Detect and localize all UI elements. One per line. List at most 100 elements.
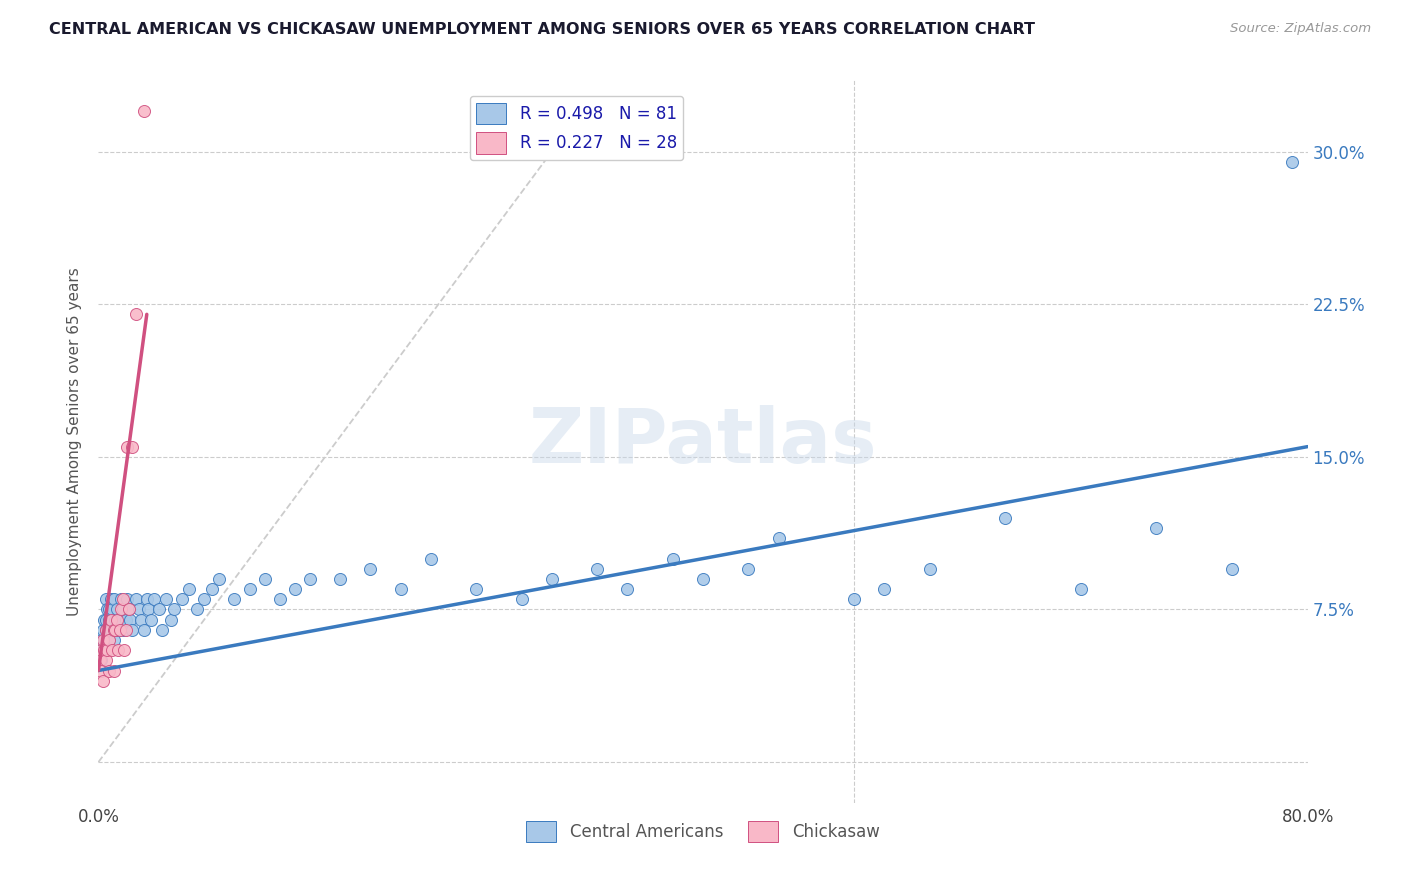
Point: [586, 562, 609, 576]
Point: [103, 592, 125, 607]
Point: [125, 592, 148, 607]
Point: [329, 572, 352, 586]
Point: [269, 592, 291, 607]
Point: [128, 602, 150, 616]
Point: [89, 653, 111, 667]
Point: [90, 643, 112, 657]
Point: [93, 632, 115, 647]
Point: [105, 623, 128, 637]
Point: [737, 562, 759, 576]
Point: [121, 440, 143, 454]
Point: [873, 582, 896, 596]
Point: [104, 623, 127, 637]
Point: [118, 602, 141, 616]
Point: [132, 623, 155, 637]
Point: [96, 643, 118, 657]
Point: [360, 562, 382, 576]
Point: [101, 613, 124, 627]
Point: [193, 592, 215, 607]
Point: [129, 613, 152, 627]
Point: [136, 602, 159, 616]
Point: [170, 592, 193, 607]
Point: [768, 531, 790, 545]
Point: [299, 572, 322, 586]
Point: [179, 582, 201, 596]
Point: [155, 592, 177, 607]
Point: [108, 623, 131, 637]
Point: [94, 623, 117, 637]
Point: [93, 613, 115, 627]
Point: [112, 623, 135, 637]
Point: [661, 551, 683, 566]
Point: [1070, 582, 1092, 596]
Point: [91, 632, 114, 647]
Point: [114, 613, 136, 627]
Point: [94, 623, 117, 637]
Point: [96, 623, 118, 637]
Point: [510, 592, 533, 607]
Point: [107, 643, 129, 657]
Point: [111, 602, 134, 616]
Text: CENTRAL AMERICAN VS CHICKASAW UNEMPLOYMENT AMONG SENIORS OVER 65 YEARS CORRELATI: CENTRAL AMERICAN VS CHICKASAW UNEMPLOYME…: [49, 22, 1035, 37]
Point: [100, 623, 122, 637]
Point: [1281, 154, 1303, 169]
Point: [103, 623, 125, 637]
Text: ZIPatlas: ZIPatlas: [529, 405, 877, 478]
Point: [208, 572, 231, 586]
Point: [94, 653, 117, 667]
Point: [918, 562, 941, 576]
Point: [98, 632, 121, 647]
Point: [150, 623, 173, 637]
Point: [420, 551, 443, 566]
Point: [103, 632, 125, 647]
Point: [135, 592, 157, 607]
Point: [103, 664, 125, 678]
Point: [90, 653, 112, 667]
Point: [143, 592, 166, 607]
Point: [96, 602, 118, 616]
Point: [101, 643, 124, 657]
Point: [994, 511, 1017, 525]
Point: [114, 623, 136, 637]
Point: [93, 643, 115, 657]
Point: [1144, 521, 1167, 535]
Point: [105, 602, 128, 616]
Point: [121, 623, 143, 637]
Point: [148, 602, 170, 616]
Point: [284, 582, 307, 596]
Point: [90, 632, 112, 647]
Point: [224, 592, 246, 607]
Y-axis label: Unemployment Among Seniors over 65 years: Unemployment Among Seniors over 65 years: [67, 268, 83, 615]
Point: [101, 602, 124, 616]
Point: [465, 582, 488, 596]
Point: [1220, 562, 1243, 576]
Point: [141, 613, 163, 627]
Point: [125, 307, 148, 321]
Point: [100, 592, 122, 607]
Point: [110, 613, 132, 627]
Point: [112, 643, 135, 657]
Point: [115, 440, 138, 454]
Point: [98, 602, 121, 616]
Point: [239, 582, 262, 596]
Point: [105, 613, 128, 627]
Point: [692, 572, 714, 586]
Point: [120, 613, 142, 627]
Point: [98, 613, 121, 627]
Point: [844, 592, 866, 607]
Point: [91, 643, 114, 657]
Point: [104, 613, 127, 627]
Point: [98, 664, 121, 678]
Point: [110, 602, 132, 616]
Point: [160, 613, 183, 627]
Point: [186, 602, 208, 616]
Point: [253, 572, 276, 586]
Point: [100, 613, 122, 627]
Point: [616, 582, 638, 596]
Point: [163, 602, 186, 616]
Point: [108, 623, 131, 637]
Point: [89, 643, 111, 657]
Point: [111, 592, 134, 607]
Point: [94, 613, 117, 627]
Legend: Central Americans, Chickasaw: Central Americans, Chickasaw: [520, 814, 886, 848]
